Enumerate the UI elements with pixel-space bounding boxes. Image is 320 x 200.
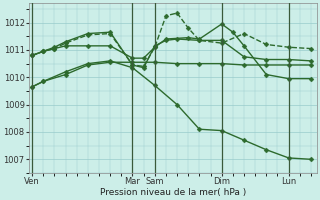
X-axis label: Pression niveau de la mer( hPa ): Pression niveau de la mer( hPa ) bbox=[100, 188, 246, 197]
